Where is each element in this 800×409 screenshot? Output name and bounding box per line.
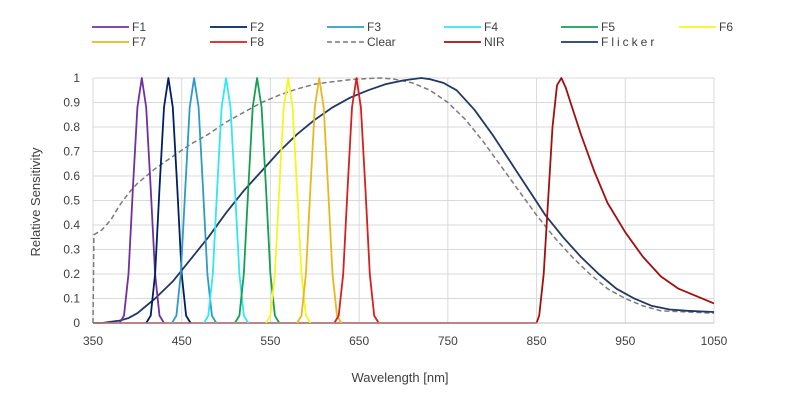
- series-line-flicker: [93, 77, 715, 324]
- legend-label: F2: [250, 20, 264, 34]
- x-tick-label: 350: [83, 334, 103, 348]
- x-tick-label: 650: [349, 334, 369, 348]
- y-tick-label: 0.8: [63, 120, 80, 134]
- legend-label: F1: [132, 20, 146, 34]
- grid: [92, 77, 715, 323]
- y-tick-label: 0.7: [63, 145, 80, 159]
- legend-label: Flicker: [601, 35, 657, 49]
- y-tick-label: 0.2: [63, 267, 80, 281]
- series-line-f3: [171, 77, 218, 324]
- legend-label: F7: [132, 35, 146, 49]
- y-tick-label: 1: [73, 71, 80, 85]
- x-tick-label: 950: [615, 334, 635, 348]
- legend-label: F4: [484, 20, 498, 34]
- y-tick-label: 0.5: [63, 194, 80, 208]
- legend-label: F5: [601, 20, 615, 34]
- y-tick-label: 0.6: [63, 169, 80, 183]
- legend: F1 F2 F3 F4 F5 F6 F7 F8 Clear NIR Flicker: [92, 20, 733, 49]
- legend-label: NIR: [484, 35, 505, 49]
- x-axis-title: Wavelength [nm]: [351, 370, 448, 385]
- x-tick-label: 750: [438, 334, 458, 348]
- legend-label: Clear: [367, 35, 396, 49]
- y-tick-label: 0: [73, 316, 80, 330]
- series-line-f1: [118, 77, 165, 324]
- legend-label: F3: [367, 20, 381, 34]
- y-tick-label: 0.3: [63, 243, 80, 257]
- x-tick-label: 1050: [701, 334, 728, 348]
- y-axis-title: Relative Sensitivity: [28, 147, 43, 257]
- legend-label: F8: [250, 35, 264, 49]
- y-tick-label: 0.4: [63, 218, 80, 232]
- series-line-f2: [145, 77, 192, 324]
- series-line-clear: [92, 77, 715, 324]
- x-tick-label: 550: [260, 334, 280, 348]
- series-line-f6: [265, 77, 312, 324]
- series-line-f5: [234, 77, 281, 324]
- series-line-f4: [203, 77, 250, 324]
- series-lines: [92, 77, 715, 324]
- series-line-f8: [333, 77, 380, 324]
- series-line-nir: [93, 77, 715, 324]
- y-tick-label: 0.1: [63, 292, 80, 306]
- x-tick-label: 450: [172, 334, 192, 348]
- series-line-f7: [296, 77, 343, 324]
- y-tick-label: 0.9: [63, 96, 80, 110]
- legend-label: F6: [719, 20, 733, 34]
- tick-labels: 0 0.1 0.2 0.3 0.4 0.5 0.6 0.7 0.8 0.9 1 350 450 550 65…: [63, 71, 727, 348]
- x-tick-label: 850: [527, 334, 547, 348]
